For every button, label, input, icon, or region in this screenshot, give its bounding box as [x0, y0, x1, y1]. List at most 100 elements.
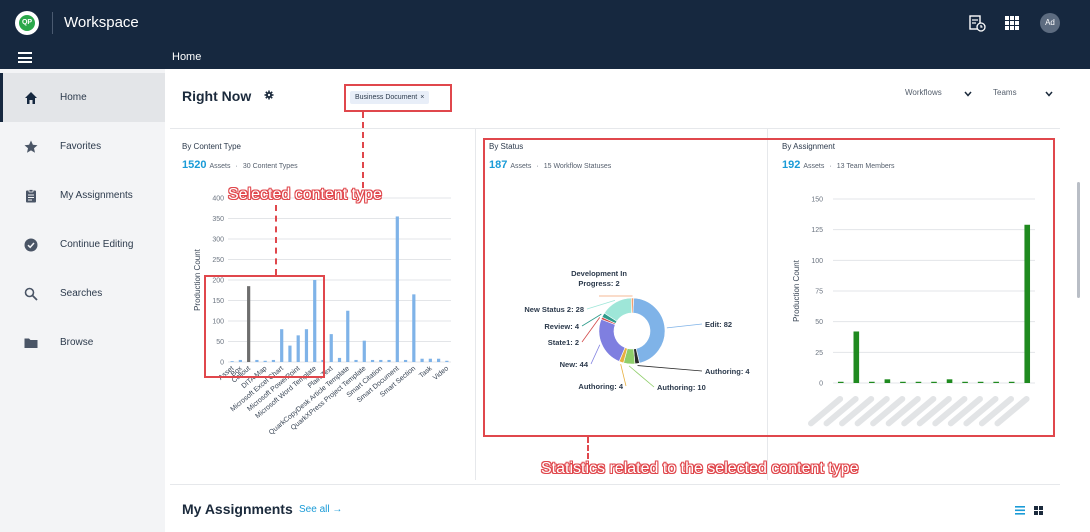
y-tick-label: 100	[212, 319, 224, 326]
annotation-statistics: Statistics related to the selected conte…	[541, 460, 859, 477]
bar	[296, 335, 300, 362]
pie-slice	[632, 297, 666, 364]
x-tick-label-blurred	[901, 395, 937, 427]
y-tick-label: 150	[811, 197, 823, 204]
divider	[170, 128, 1060, 129]
panel-stats-assignment: 192 Assets · 13 Team Members	[782, 159, 895, 171]
bar	[280, 329, 284, 362]
panel-title-content-type: By Content Type	[182, 142, 241, 151]
bar	[900, 381, 906, 383]
see-all-label: See all	[299, 504, 330, 515]
y-axis-label: Production Count	[792, 259, 801, 322]
annotation-box-selected-bar	[204, 275, 325, 378]
sidebar: Home Favorites My Assignments Continue E…	[0, 69, 165, 532]
bar	[403, 359, 408, 362]
annotation-connector	[362, 112, 364, 188]
home-icon	[25, 92, 37, 104]
sidebar-item-label: Home	[60, 92, 87, 103]
pie-label: Authoring: 10	[657, 383, 706, 392]
workflow-status-count: 15 Workflow Statuses	[543, 163, 612, 170]
bar	[304, 329, 309, 362]
panel-title-assignment: By Assignment	[782, 142, 835, 151]
workflows-dropdown[interactable]: Workflows	[905, 88, 942, 97]
assignment-bar-chart: 0 25 50 75 100 125 150 Production Count	[792, 197, 1035, 427]
sidebar-item-browse[interactable]: Browse	[0, 318, 165, 367]
chevron-down-icon[interactable]	[964, 91, 972, 97]
chevron-down-icon[interactable]	[1045, 91, 1053, 97]
content-type-filter-chip[interactable]: Business Document ×	[350, 91, 430, 104]
gear-icon[interactable]	[264, 90, 274, 100]
bar	[428, 358, 432, 362]
y-tick-label: 200	[212, 278, 224, 285]
y-tick-label: 400	[212, 196, 224, 203]
sidebar-item-label: Continue Editing	[60, 239, 134, 250]
star-icon	[24, 140, 38, 153]
bar	[321, 359, 325, 362]
separator: ·	[536, 163, 539, 170]
asset-count: 187	[489, 159, 508, 171]
app-logo[interactable]: QP	[15, 11, 39, 35]
y-tick-label: 25	[815, 350, 823, 357]
bar	[238, 359, 242, 362]
sidebar-item-home[interactable]: Home	[0, 73, 165, 122]
pie-label: Progress: 2	[578, 279, 619, 288]
sidebar-item-my-assignments[interactable]: My Assignments	[0, 171, 165, 220]
grid-view-icon[interactable]	[1034, 506, 1043, 515]
y-axis-label: Production Count	[193, 248, 202, 311]
bar	[445, 360, 449, 362]
x-tick-label-blurred	[823, 395, 859, 427]
bar	[412, 294, 416, 362]
asset-count: 1520	[182, 159, 207, 171]
scrollbar[interactable]	[1077, 182, 1080, 298]
bar	[255, 359, 259, 362]
apps-grid-icon[interactable]	[1003, 14, 1021, 32]
bar	[837, 381, 844, 383]
bar	[329, 334, 333, 362]
search-icon	[24, 287, 38, 301]
bar	[313, 280, 317, 362]
asset-count-label: Assets	[209, 163, 231, 170]
bar	[263, 360, 267, 362]
bar	[230, 361, 234, 362]
asset-count-label: Assets	[803, 163, 825, 170]
bar	[931, 381, 937, 383]
bar	[379, 359, 383, 362]
sidebar-item-favorites[interactable]: Favorites	[0, 122, 165, 171]
user-avatar[interactable]: Ad	[1040, 13, 1060, 33]
bar	[370, 359, 375, 362]
y-tick-label: 50	[216, 339, 224, 346]
logo-text: QP	[19, 15, 35, 31]
x-tick-label-blurred	[854, 395, 890, 427]
list-view-icon[interactable]	[1015, 506, 1025, 515]
page-title: Right Now	[182, 88, 252, 104]
my-assignments-title: My Assignments	[182, 501, 293, 517]
x-tick-label-blurred	[870, 395, 906, 427]
panel-title-status: By Status	[489, 142, 524, 151]
bar	[362, 340, 366, 362]
pie-leader-line	[581, 317, 601, 343]
pie-label: State1: 2	[548, 338, 579, 347]
pie-leader-line	[637, 365, 703, 372]
x-tick-label-blurred	[963, 395, 999, 427]
pie-label: Review: 4	[544, 322, 579, 331]
document-history-icon[interactable]	[968, 14, 986, 32]
pie-leader-line	[590, 344, 601, 365]
x-tick-label-blurred	[885, 395, 921, 427]
sidebar-item-continue-editing[interactable]: Continue Editing	[0, 220, 165, 269]
chip-close-icon[interactable]: ×	[420, 94, 425, 101]
x-tick-label-blurred	[916, 395, 952, 427]
menu-icon[interactable]	[18, 52, 32, 63]
separator: ·	[235, 163, 238, 170]
bar	[977, 381, 984, 383]
see-all-link[interactable]: See all →	[299, 504, 342, 515]
clipboard-icon	[26, 189, 36, 203]
panel-stats-content-type: 1520 Assets · 30 Content Types	[182, 159, 298, 171]
teams-dropdown[interactable]: Teams	[993, 88, 1017, 97]
y-tick-label: 125	[811, 227, 823, 234]
sidebar-item-searches[interactable]: Searches	[0, 269, 165, 318]
y-tick-label: 350	[212, 216, 224, 223]
pie-leader-line	[620, 364, 627, 387]
pie-label: New Status 2: 28	[524, 305, 584, 314]
bar	[247, 286, 251, 362]
x-tick-label-blurred	[947, 395, 983, 427]
